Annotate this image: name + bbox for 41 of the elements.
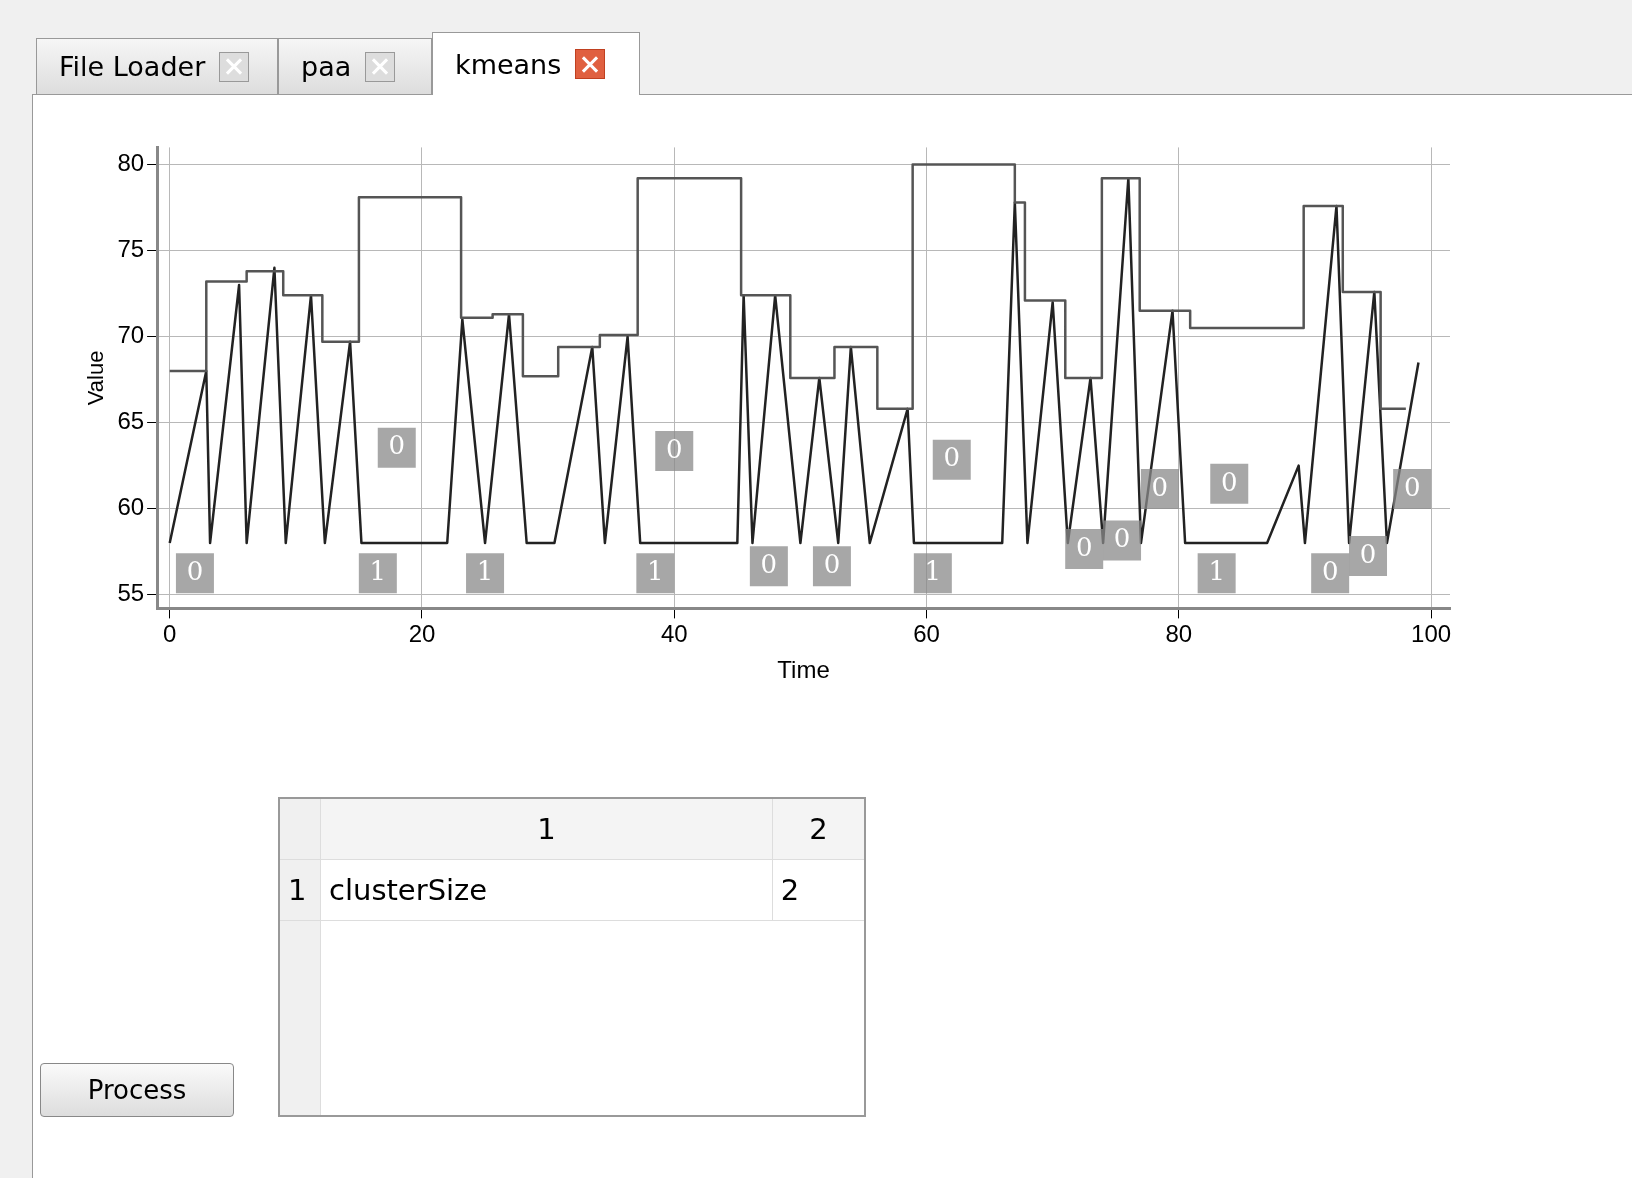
annotation: 0: [388, 430, 406, 461]
y-axis-title: Value: [83, 350, 109, 406]
annotation: 1: [647, 555, 664, 586]
y-tick-label: 70: [117, 321, 145, 349]
text: clusterSize: [320, 859, 773, 921]
x-tick-label: 80: [1165, 620, 1193, 648]
annotation: 0: [186, 555, 204, 586]
text: 2: [772, 798, 865, 860]
x-tick-label: 100: [1411, 620, 1452, 648]
y-tick-label: 60: [117, 493, 145, 521]
annotation: 1: [1208, 555, 1225, 586]
text: kmeans: [455, 48, 562, 80]
y-tick-label: 55: [117, 579, 145, 607]
annotation: 1: [476, 555, 494, 586]
x-axis-title: Time: [777, 656, 830, 684]
annotation: 0: [1220, 466, 1238, 497]
x-tick-label: 60: [913, 620, 940, 648]
annotation: 1: [369, 555, 387, 586]
annotation: 0: [1359, 538, 1377, 569]
text: Process: [40, 1063, 234, 1117]
annotation: 0: [665, 433, 683, 464]
y-tick-label: 75: [117, 235, 145, 263]
y-tick-label: 65: [117, 407, 145, 435]
annotation: 0: [760, 549, 778, 580]
x-tick-label: 40: [660, 620, 688, 648]
text: paa: [301, 51, 352, 82]
annotation: 0: [1075, 531, 1093, 562]
text: 1: [320, 798, 773, 860]
text: 1: [279, 859, 321, 921]
annotation: 1: [924, 555, 942, 586]
annotation: 0: [943, 442, 961, 473]
x-tick-label: 0: [163, 620, 177, 648]
text: 2: [772, 859, 865, 921]
y-tick-label: 80: [117, 149, 145, 177]
annotation: 0: [1403, 471, 1421, 502]
annotation: 0: [1113, 523, 1131, 554]
annotation: 0: [1321, 555, 1339, 586]
x-tick-label: 20: [408, 620, 436, 648]
annotation: 0: [1151, 471, 1169, 502]
text: File Loader: [59, 51, 206, 82]
annotation: 0: [823, 549, 841, 580]
